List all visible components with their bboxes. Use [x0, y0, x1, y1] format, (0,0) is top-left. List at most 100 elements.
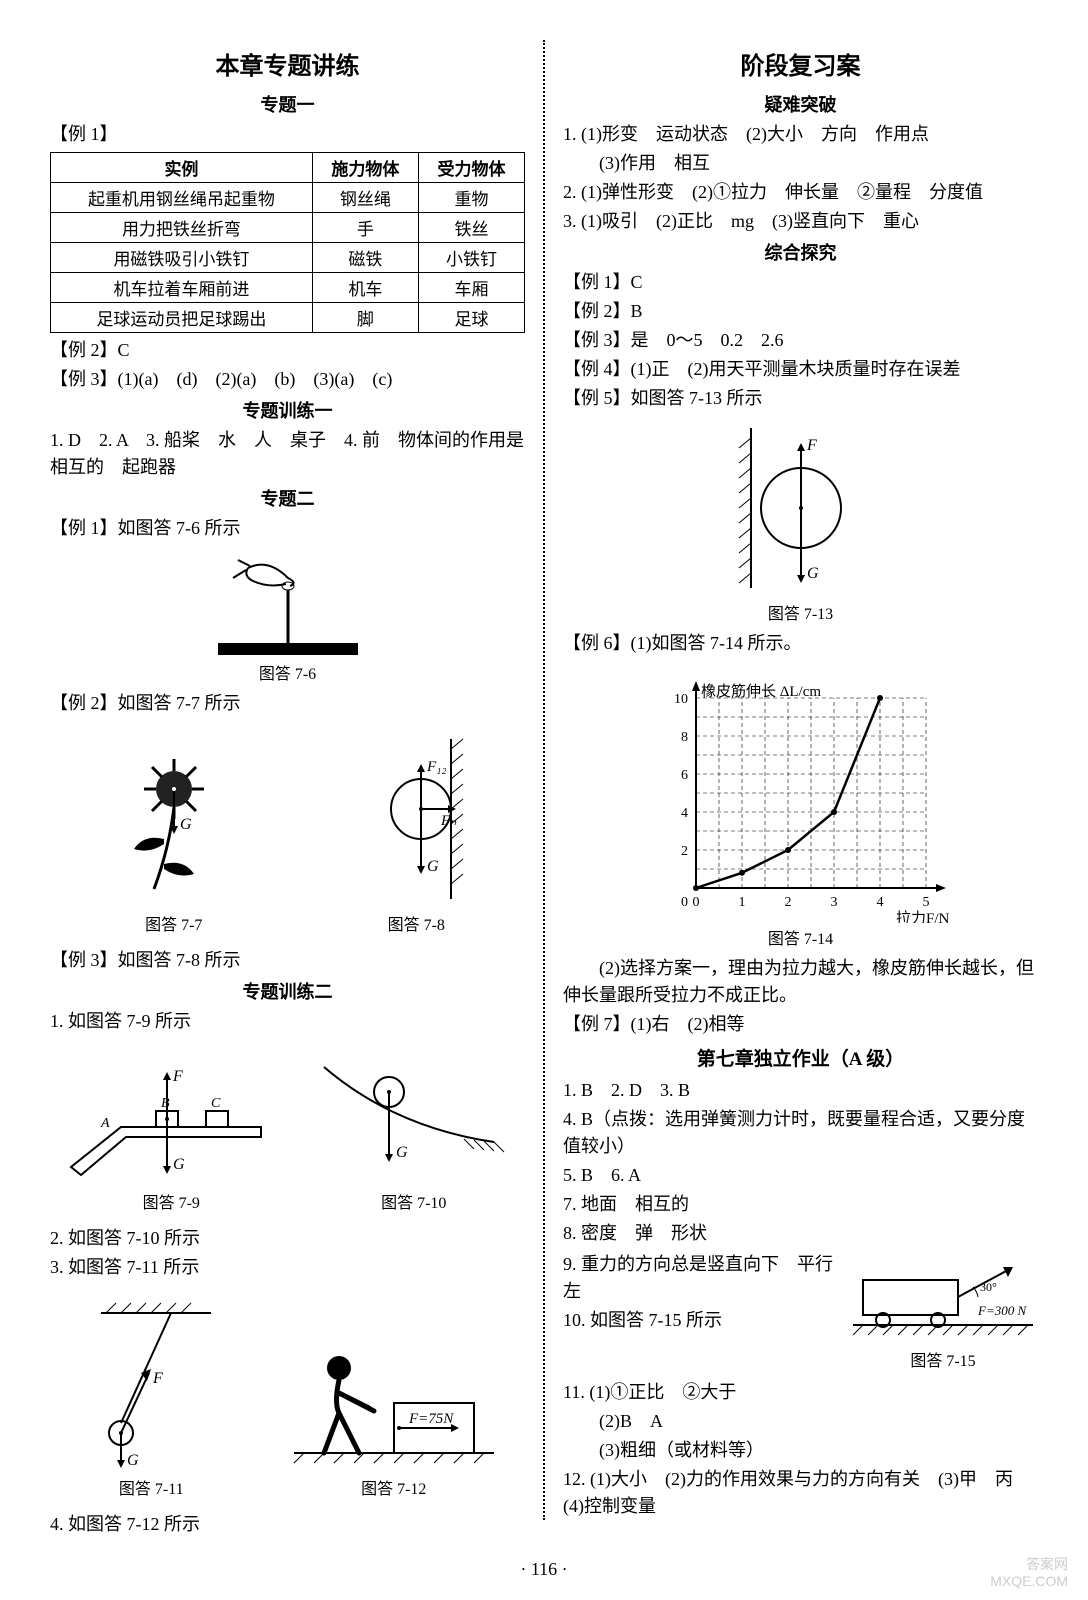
ex2: 【例 2】C [50, 337, 525, 364]
figure-7-7: G 图答 7-7 [84, 729, 264, 935]
caption-7-10: 图答 7-10 [314, 1189, 514, 1213]
train2-q1: 1. 如图答 7-9 所示 [50, 1008, 525, 1035]
sub1-heading: 疑难突破 [563, 91, 1038, 117]
figure-7-13: F G 图答 7-13 [563, 418, 1038, 624]
hw9: 9. 重力的方向总是竖直向下 平行 左 [563, 1251, 838, 1305]
th-1: 施力物体 [312, 153, 418, 183]
svg-text:30°: 30° [980, 1280, 997, 1294]
topic2-heading: 专题二 [50, 485, 525, 511]
svg-text:4: 4 [681, 806, 688, 821]
svg-text:F: F [172, 1068, 183, 1085]
svg-text:G: G [180, 816, 192, 833]
r-ex3: 【例 3】是 0～5 0.2 2.6 [563, 327, 1038, 354]
column-divider [543, 40, 545, 1520]
r-ex7: 【例 7】(1)右 (2)相等 [563, 1011, 1038, 1038]
svg-text:G: G [427, 858, 439, 875]
svg-text:0: 0 [681, 895, 688, 910]
figure-7-6: 图答 7-6 [50, 548, 525, 684]
svg-text:10: 10 [674, 692, 688, 707]
watermark: 答案网 MXQE.COM [990, 1556, 1068, 1590]
ex3b: 【例 3】如图答 7-8 所示 [50, 947, 525, 974]
right-title: 阶段复习案 [563, 46, 1038, 81]
caption-7-6: 图答 7-6 [50, 660, 525, 684]
svg-text:G: G [173, 1156, 185, 1173]
svg-text:1: 1 [738, 895, 745, 910]
r-ex4: 【例 4】(1)正 (2)用天平测量木块质量时存在误差 [563, 356, 1038, 383]
train2-q4: 4. 如图答 7-12 所示 [50, 1511, 525, 1538]
hw8: 8. 密度 弹 形状 [563, 1220, 1038, 1247]
ex3: 【例 3】(1)(a) (d) (2)(a) (b) (3)(a) (c) [50, 366, 525, 393]
ex1b: 【例 1】如图答 7-6 所示 [50, 515, 525, 542]
table-row: 用力把铁丝折弯手铁丝 [51, 213, 525, 243]
svg-text:拉力F/N: 拉力F/N [896, 910, 950, 923]
f300n-label: F=300 N [977, 1303, 1027, 1318]
watermark-line2: MXQE.COM [990, 1573, 1068, 1589]
svg-text:6: 6 [681, 768, 688, 783]
svg-text:A: A [100, 1116, 110, 1131]
r-ex5: 【例 5】如图答 7-13 所示 [563, 385, 1038, 412]
right-column: 阶段复习案 疑难突破 1. (1)形变 运动状态 (2)大小 方向 作用点 (3… [563, 40, 1038, 1520]
caption-7-13: 图答 7-13 [563, 600, 1038, 624]
hw5: 5. B 6. A [563, 1162, 1038, 1189]
caption-7-9: 图答 7-9 [61, 1189, 281, 1213]
th-2: 受力物体 [418, 153, 524, 183]
hw4: 4. B（点拨：选用弹簧测力计时，既要量程合适，又要分度值较小） [563, 1106, 1038, 1160]
watermark-line1: 答案网 [1026, 1556, 1068, 1572]
svg-text:5: 5 [922, 895, 929, 910]
hw-title: 第七章独立作业（A 级） [563, 1044, 1038, 1071]
left-title: 本章专题讲练 [50, 46, 525, 81]
svg-text:F₁₂: F₁₂ [426, 759, 447, 775]
hw12: 12. (1)大小 (2)力的作用效果与力的方向有关 (3)甲 丙 (4)控制变… [563, 1466, 1038, 1520]
train2-q3: 3. 如图答 7-11 所示 [50, 1254, 525, 1281]
svg-text:8: 8 [681, 730, 688, 745]
th-0: 实例 [51, 153, 313, 183]
r-ex2: 【例 2】B [563, 298, 1038, 325]
figure-7-11: F G 图答 7-11 [71, 1293, 231, 1499]
hw7: 7. 地面 相互的 [563, 1191, 1038, 1218]
svg-text:B: B [161, 1096, 170, 1111]
table-row: 足球运动员把足球踢出脚足球 [51, 303, 525, 333]
figure-7-8: F₁₂ Fₙ G 图答 7-8 [341, 729, 491, 935]
svg-text:3: 3 [830, 895, 837, 910]
r-ex6b: (2)选择方案一，理由为拉力越大，橡皮筋伸长越长，但伸长量跟所受拉力不成正比。 [563, 955, 1038, 1009]
sub2-heading: 综合探究 [563, 239, 1038, 265]
train2-q2: 2. 如图答 7-10 所示 [50, 1225, 525, 1252]
figure-7-14: 0123452468100拉力F/N橡皮筋伸长 ΔL/cm 图答 7-14 [563, 663, 1038, 949]
svg-text:F: F [152, 1370, 163, 1387]
r-q1: 1. (1)形变 运动状态 (2)大小 方向 作用点 [563, 121, 1038, 148]
r-ex1: 【例 1】C [563, 269, 1038, 296]
svg-text:G: G [396, 1144, 408, 1161]
ex2b: 【例 2】如图答 7-7 所示 [50, 690, 525, 717]
table-row: 机车拉着车厢前进机车车厢 [51, 273, 525, 303]
page-number: · 116 · [0, 1559, 1088, 1580]
svg-text:F: F [806, 437, 817, 454]
caption-7-8: 图答 7-8 [341, 911, 491, 935]
figure-7-12: F=75N 图答 7-12 [284, 1313, 504, 1499]
hw11a: 11. (1)①正比 ②大于 [563, 1379, 1038, 1406]
topic1-heading: 专题一 [50, 91, 525, 117]
caption-7-12: 图答 7-12 [284, 1475, 504, 1499]
svg-text:C: C [211, 1096, 221, 1111]
f75n-label: F=75N [408, 1411, 454, 1427]
caption-7-14: 图答 7-14 [563, 925, 1038, 949]
hw11c: (3)粗细（或材料等） [563, 1437, 1038, 1464]
r-q1b: (3)作用 相互 [563, 150, 1038, 177]
svg-text:4: 4 [876, 895, 883, 910]
svg-text:2: 2 [784, 895, 791, 910]
train2-heading: 专题训练二 [50, 978, 525, 1004]
train1-heading: 专题训练一 [50, 397, 525, 423]
caption-7-11: 图答 7-11 [71, 1475, 231, 1499]
figure-7-10: G 图答 7-10 [314, 1047, 514, 1213]
r-q3: 3. (1)吸引 (2)正比 mg (3)竖直向下 重心 [563, 208, 1038, 235]
r-ex6: 【例 6】(1)如图答 7-14 所示。 [563, 630, 1038, 657]
r-q2: 2. (1)弹性形变 (2)①拉力 伸长量 ②量程 分度值 [563, 179, 1038, 206]
svg-text:G: G [127, 1452, 139, 1469]
train1-line: 1. D 2. A 3. 船桨 水 人 桌子 4. 前 物体间的作用是相互的 起… [50, 427, 525, 481]
svg-text:橡皮筋伸长 ΔL/cm: 橡皮筋伸长 ΔL/cm [701, 683, 821, 700]
caption-7-7: 图答 7-7 [84, 911, 264, 935]
table-header-row: 实例 施力物体 受力物体 [51, 153, 525, 183]
figure-7-9: A B C F G 图答 7-9 [61, 1047, 281, 1213]
svg-text:0: 0 [692, 895, 699, 910]
table-row: 起重机用钢丝绳吊起重物钢丝绳重物 [51, 183, 525, 213]
hw11b: (2)B A [563, 1408, 1038, 1435]
